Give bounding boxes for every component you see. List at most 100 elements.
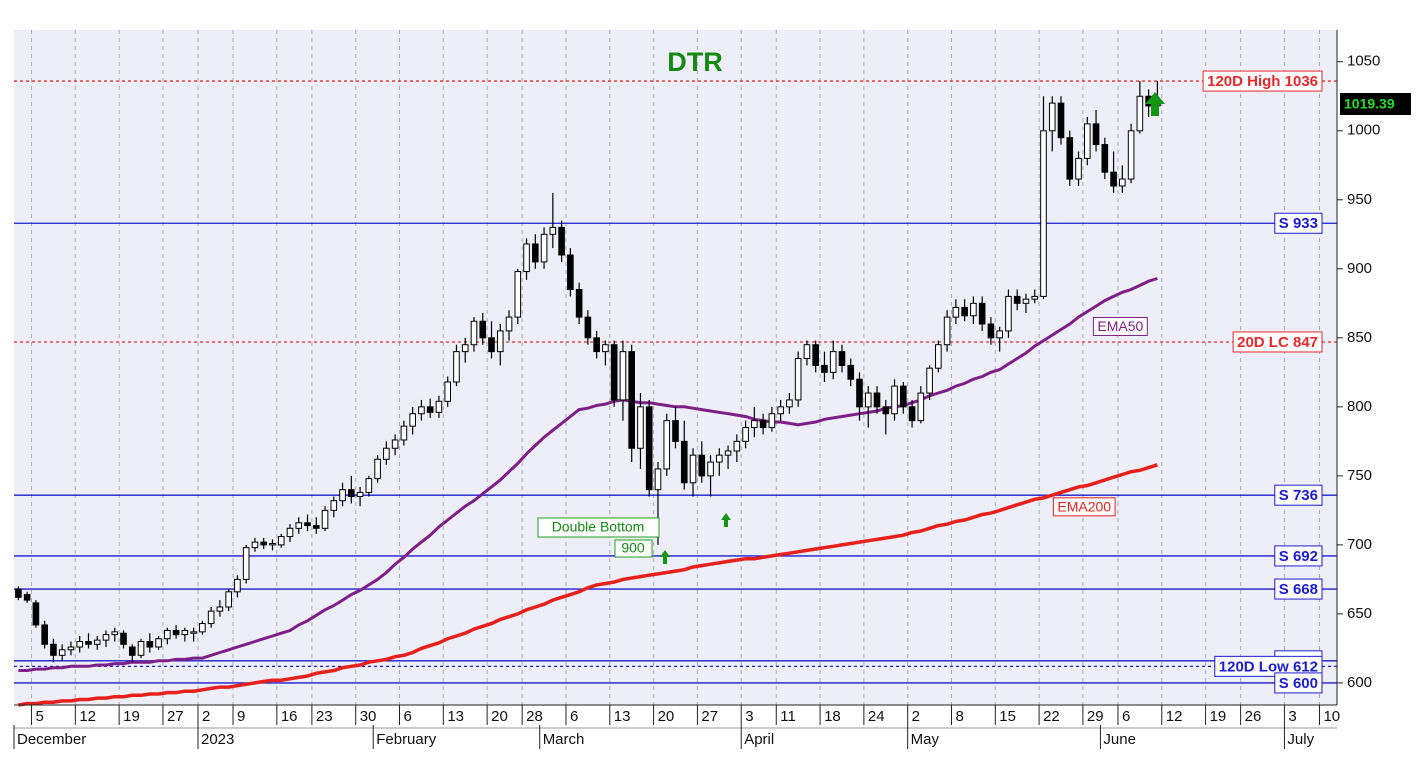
x-tick-label: 29 bbox=[1087, 708, 1104, 725]
candle-body bbox=[645, 406, 653, 491]
candle-body bbox=[453, 351, 460, 383]
x-tick-label: 19 bbox=[1210, 708, 1227, 725]
level-label: S 736 bbox=[1279, 487, 1318, 504]
candle-body bbox=[58, 649, 66, 656]
candle-body bbox=[558, 226, 565, 256]
candle-body bbox=[1013, 295, 1021, 304]
series-label-box bbox=[1052, 497, 1116, 517]
last-price-box bbox=[1340, 93, 1411, 116]
candle-body bbox=[689, 454, 697, 484]
candle-body bbox=[523, 243, 530, 273]
level-label: S 933 bbox=[1279, 215, 1318, 232]
candle-body bbox=[654, 468, 662, 491]
candle-body bbox=[488, 337, 495, 353]
candle-body bbox=[505, 316, 513, 332]
candle-body bbox=[602, 344, 609, 353]
level-label: S 600 bbox=[1279, 675, 1318, 692]
candle-body bbox=[207, 610, 215, 625]
level-label-box bbox=[1202, 70, 1323, 92]
candle-body bbox=[242, 547, 250, 580]
candle-body bbox=[470, 320, 478, 346]
x-tick-label: 3 bbox=[745, 708, 753, 725]
candle-body bbox=[330, 500, 338, 511]
ema-line bbox=[18, 463, 1158, 707]
x-tick-label: 13 bbox=[614, 708, 631, 725]
candle-body bbox=[339, 489, 346, 502]
candle-body bbox=[172, 629, 180, 636]
x-tick-label: 12 bbox=[79, 708, 96, 725]
candle-body bbox=[637, 406, 644, 449]
candle-body bbox=[514, 271, 522, 318]
candle-body bbox=[891, 385, 898, 415]
candle-body bbox=[426, 406, 434, 413]
level-label-box bbox=[1274, 672, 1323, 694]
x-tick-label: 11 bbox=[780, 708, 796, 725]
candle-body bbox=[216, 606, 224, 612]
candle-body bbox=[1031, 295, 1039, 300]
x-tick-label: 9 bbox=[237, 708, 245, 725]
series-label: EMA50 bbox=[1097, 318, 1143, 334]
level-label-box bbox=[1274, 212, 1323, 234]
candle-body bbox=[496, 330, 504, 353]
candle-body bbox=[23, 594, 31, 601]
candle-body bbox=[199, 623, 206, 633]
last-price: 1019.39 bbox=[1344, 96, 1395, 112]
candle-body bbox=[540, 233, 548, 263]
candle-body bbox=[260, 541, 268, 546]
candle-body bbox=[225, 591, 232, 608]
x-tick-label: 26 bbox=[1245, 708, 1262, 725]
month-label: June bbox=[1103, 731, 1136, 748]
level-label-box bbox=[1214, 655, 1323, 677]
candle-body bbox=[277, 536, 285, 546]
x-tick-label: 16 bbox=[281, 708, 298, 725]
candle-body bbox=[733, 440, 741, 452]
level-label-box bbox=[1274, 578, 1323, 600]
x-tick-label: 3 bbox=[1288, 708, 1296, 725]
candle-body bbox=[102, 634, 110, 641]
x-tick-label: 20 bbox=[491, 708, 508, 725]
candle-body bbox=[479, 320, 487, 339]
candle-body bbox=[1005, 295, 1012, 332]
y-tick-label: 850 bbox=[1347, 329, 1372, 346]
candle-body bbox=[794, 358, 802, 401]
candle-body bbox=[1110, 171, 1117, 187]
candle-body bbox=[532, 243, 539, 263]
candle-body bbox=[856, 378, 863, 408]
x-tick-label: 18 bbox=[824, 708, 841, 725]
candle-body bbox=[190, 631, 197, 634]
arrow bbox=[1145, 92, 1165, 116]
x-tick-label: 19 bbox=[123, 708, 140, 725]
candle-body bbox=[1075, 157, 1082, 180]
annotation-box bbox=[537, 517, 660, 538]
y-tick-label: 700 bbox=[1347, 536, 1372, 553]
y-tick-label: 1050 bbox=[1347, 53, 1380, 70]
candle-body bbox=[716, 454, 723, 463]
annotation: Double Bottom bbox=[552, 519, 645, 535]
candle-body bbox=[943, 316, 951, 346]
series-label-box bbox=[1092, 316, 1148, 336]
level-label-box bbox=[1232, 331, 1323, 353]
candle-body bbox=[908, 406, 916, 422]
level-label-box bbox=[1274, 545, 1323, 567]
x-tick-label: 23 bbox=[316, 708, 333, 725]
candle-body bbox=[418, 406, 425, 415]
ema-line bbox=[18, 277, 1158, 672]
candle-body bbox=[935, 344, 942, 369]
candle-body bbox=[85, 641, 92, 645]
x-tick-label: 5 bbox=[36, 708, 44, 725]
candle-body bbox=[365, 478, 373, 493]
month-label: July bbox=[1287, 731, 1314, 748]
candle-body bbox=[628, 351, 635, 449]
candle-body bbox=[567, 254, 574, 291]
candle-body bbox=[584, 316, 592, 339]
level-label: S 668 bbox=[1279, 581, 1318, 598]
annotation: 900 bbox=[621, 540, 645, 556]
y-tick-label: 650 bbox=[1347, 605, 1372, 622]
candle-body bbox=[409, 413, 416, 427]
month-label: December bbox=[17, 731, 86, 748]
candle-body bbox=[882, 406, 890, 415]
candle-body bbox=[1057, 102, 1065, 139]
level-label: S 692 bbox=[1279, 548, 1318, 565]
candle-body bbox=[917, 392, 925, 422]
arrow bbox=[721, 513, 731, 527]
